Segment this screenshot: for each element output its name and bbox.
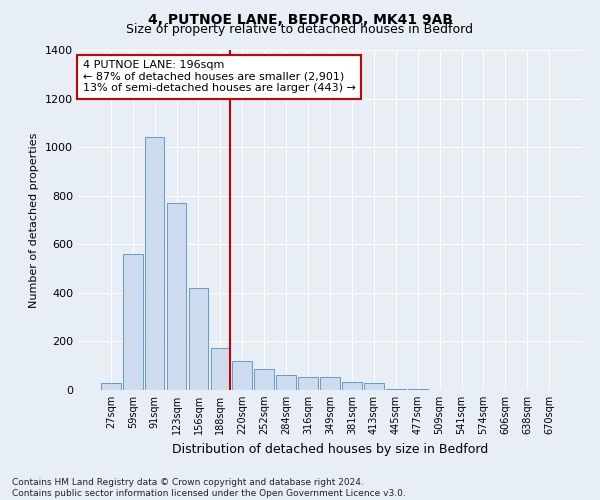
Text: 4, PUTNOE LANE, BEDFORD, MK41 9AB: 4, PUTNOE LANE, BEDFORD, MK41 9AB xyxy=(148,12,452,26)
Bar xyxy=(211,348,230,390)
Bar xyxy=(276,376,296,390)
Y-axis label: Number of detached properties: Number of detached properties xyxy=(29,132,40,308)
Bar xyxy=(123,254,143,390)
Bar xyxy=(167,203,187,390)
Bar xyxy=(298,376,318,390)
Bar xyxy=(101,382,121,390)
Bar xyxy=(320,376,340,390)
Bar xyxy=(386,389,406,390)
Bar xyxy=(254,370,274,390)
Bar xyxy=(364,382,384,390)
Bar xyxy=(342,382,362,390)
Text: 4 PUTNOE LANE: 196sqm
← 87% of detached houses are smaller (2,901)
13% of semi-d: 4 PUTNOE LANE: 196sqm ← 87% of detached … xyxy=(83,60,356,94)
Bar xyxy=(188,288,208,390)
Bar xyxy=(145,138,164,390)
Bar xyxy=(232,361,252,390)
X-axis label: Distribution of detached houses by size in Bedford: Distribution of detached houses by size … xyxy=(172,442,488,456)
Text: Size of property relative to detached houses in Bedford: Size of property relative to detached ho… xyxy=(127,22,473,36)
Text: Contains HM Land Registry data © Crown copyright and database right 2024.
Contai: Contains HM Land Registry data © Crown c… xyxy=(12,478,406,498)
